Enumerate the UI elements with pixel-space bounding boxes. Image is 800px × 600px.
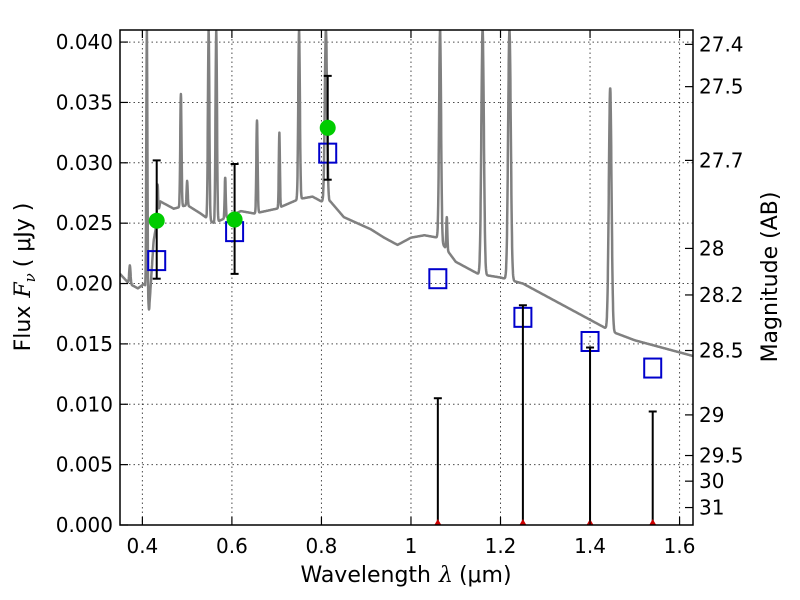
y-tick-label: 0.020 [56, 272, 113, 296]
y-tick-label: 0.000 [56, 513, 113, 537]
x-axis: 0.4 0.6 0.8 1 1.2 1.4 1.6 [126, 30, 695, 558]
y-axis-title-left: FluxFν( μJy ) [11, 203, 39, 352]
y-tick-label: 0.030 [56, 151, 113, 175]
y-tick-label: 0.035 [56, 90, 113, 114]
upper-limit-series [434, 519, 657, 525]
x-tick-label: 1.2 [485, 534, 517, 558]
x-tick-label: 1.4 [574, 534, 606, 558]
upper-limit-marker [434, 519, 442, 525]
model-photometry-square [428, 268, 448, 290]
upper-limit-marker [519, 519, 527, 525]
model-spectrum-line [120, 30, 693, 358]
y-right-tick-label: 28.5 [699, 338, 744, 362]
y-right-tick-label: 31 [699, 496, 724, 520]
y-tick-label: 0.005 [56, 453, 113, 477]
observed-point [148, 212, 165, 229]
model-spectrum-series [120, 30, 693, 358]
y-right-tick-label: 27.5 [699, 75, 744, 99]
x-tick-label: 0.6 [216, 534, 248, 558]
y-tick-label: 0.010 [56, 392, 113, 416]
plot-area [120, 30, 693, 525]
observed-point [319, 119, 336, 136]
y-right-tick-label: 27.7 [699, 148, 744, 172]
observed-photometry-series [148, 119, 336, 229]
y-right-tick-label: 29.5 [699, 444, 744, 468]
x-tick-label: 1 [405, 534, 418, 558]
y-tick-label: 0.025 [56, 211, 113, 235]
y-right-tick-label: 28.2 [699, 283, 744, 307]
model-photometry-square [643, 357, 663, 379]
y-axis-right: 27.4 27.5 27.7 28 28.2 28.5 29 29.530 31 [685, 32, 744, 520]
upper-limit-marker [649, 519, 657, 525]
y-axis-title-right: Magnitude (AB) [758, 192, 783, 363]
y-right-tick-label: 29 [699, 403, 724, 427]
observed-point [226, 211, 243, 228]
y-right-tick-label: 27.4 [699, 32, 744, 56]
plot-frame [119, 29, 694, 526]
y-axis-left: 0.000 0.005 0.010 0.015 0.020 0.025 0.030 0.035… [56, 30, 128, 537]
y-right-tick-label: 30 [699, 469, 724, 493]
y-tick-label: 0.040 [56, 30, 113, 54]
x-tick-label: 0.4 [126, 534, 158, 558]
x-axis-title: Wavelength λ (μm) [300, 563, 511, 588]
x-tick-label: 1.6 [664, 534, 696, 558]
errorbar-series [152, 74, 657, 525]
y-tick-label: 0.015 [56, 332, 113, 356]
y-right-tick-label: 28 [699, 236, 724, 260]
x-tick-label: 0.8 [306, 534, 338, 558]
